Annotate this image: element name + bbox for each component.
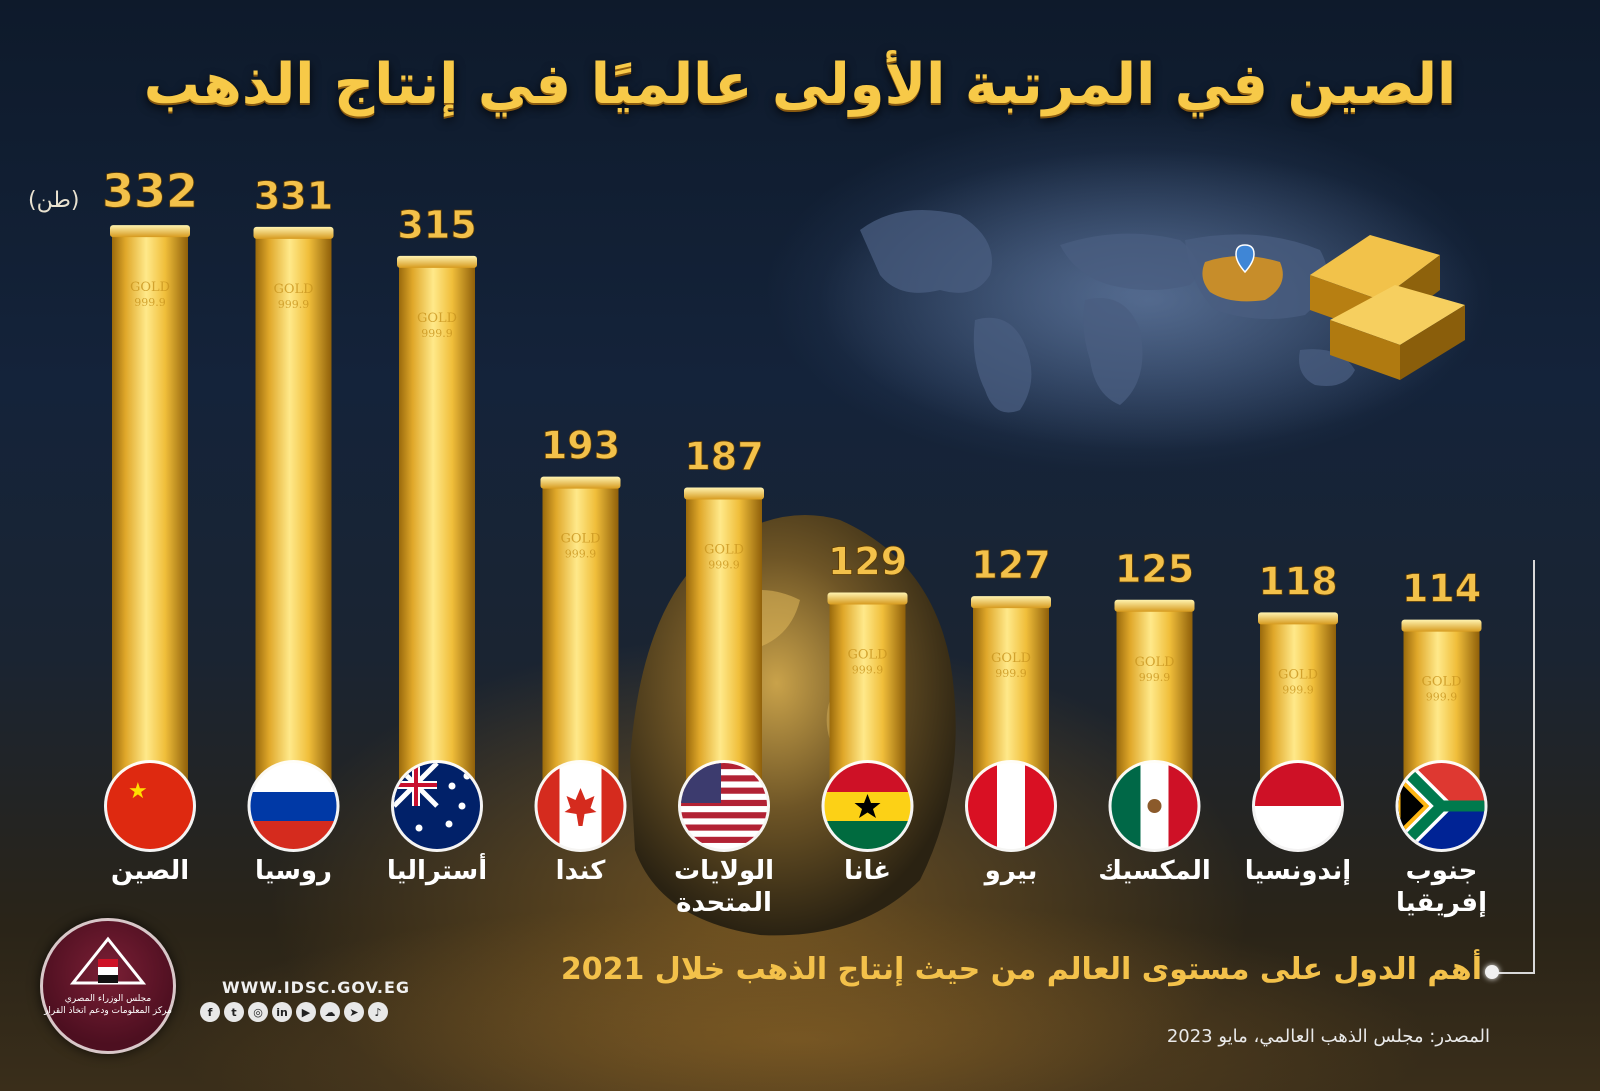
bar-stamp-text: 999.9 [278,298,310,311]
bar-stamp-text: 999.9 [421,327,453,340]
category-label: روسيا [255,856,332,886]
page-title: الصين في المرتبة الأولى عالميًا في إنتاج… [143,52,1457,117]
category-label: إندونسيا [1245,856,1351,886]
gold-bar [686,491,762,830]
tiktok-icon[interactable]: ♪ [368,1002,388,1022]
chart-subtitle: أهم الدول على مستوى العالم من حيث إنتاج … [560,952,1482,987]
pyramid-icon [69,936,147,985]
bar-stamp-text: GOLD [847,648,887,663]
unit-label: (طن) [28,188,80,213]
value-label: 331 [254,174,333,218]
value-label: 114 [1402,567,1481,611]
value-label: 193 [541,424,620,468]
bar-stamp-text: GOLD [560,532,600,547]
russia-flag-icon [247,760,340,852]
gold-bar-cap [684,487,764,500]
gold-bar [542,480,619,830]
bar-stamp-text: GOLD [1421,675,1461,690]
facebook-icon[interactable]: f [200,1002,220,1022]
gold-bar [399,259,475,831]
category-label: جنوب [1406,856,1478,886]
world-map-icon [820,150,1480,450]
bar-stamp-text: GOLD [991,651,1031,666]
svg-text:★: ★ [128,779,148,804]
instagram-icon[interactable]: ◎ [248,1002,268,1022]
bars-layer: GOLD999.9332★الصينGOLD999.9331روسياGOLD9… [102,164,1488,918]
gold-bar-cap [1401,619,1482,632]
social-icons: f t ◎ in ▶ ☁ ➤ ♪ [200,1002,388,1022]
bar-stamp-text: 999.9 [134,296,166,309]
soundcloud-icon[interactable]: ☁ [320,1002,340,1022]
gold-bar-cap [540,476,621,489]
bar-stamp-text: 999.9 [1139,671,1171,684]
value-label: 118 [1258,559,1337,603]
peru-flag-icon [965,760,1057,852]
value-label: 187 [684,435,763,479]
indonesia-flag-icon [1252,760,1344,852]
gold-bar-cap [110,225,190,238]
bar-stamp-text: 999.9 [995,667,1027,680]
bar-stamp-text: 999.9 [1426,691,1458,704]
gold-bar-cap [827,592,908,605]
bullet-icon [1485,965,1499,979]
gold-bar-cap [253,226,334,239]
gold-bar-cap [971,596,1051,609]
bar-stamp-text: GOLD [1134,655,1174,670]
mexico-flag-icon [1108,760,1201,852]
gold-ingots-icon [1310,235,1465,380]
bar-stamp-text: GOLD [1278,667,1318,682]
logo-text-line1: مجلس الوزراء المصري [64,994,152,1004]
youtube-icon[interactable]: ▶ [296,1002,316,1022]
gold-bar [112,229,188,830]
value-label: 127 [971,543,1050,587]
bar-stamp-text: 999.9 [708,559,740,572]
category-label: المكسيك [1098,856,1211,886]
value-label: 332 [102,164,198,218]
category-label: المتحدة [676,888,772,918]
china-flag-icon: ★ [104,760,196,852]
bar-stamp-text: GOLD [130,280,170,295]
ghana-flag-icon [821,760,914,852]
category-label: أستراليا [387,853,487,886]
logo-text-line2: مركز المعلومات ودعم اتخاذ القرار [44,1006,172,1016]
telegram-icon[interactable]: ➤ [344,1002,364,1022]
linkedin-icon[interactable]: in [272,1002,292,1022]
bar-stamp-text: 999.9 [565,548,597,561]
value-label: 125 [1115,547,1194,591]
gold-bar-cap [397,255,477,268]
bar-stamp-text: 999.9 [1282,683,1314,696]
bar-stamp-text: GOLD [704,543,744,558]
bar-stamp-text: GOLD [417,311,457,326]
bar-stamp-text: GOLD [273,282,313,297]
category-label: بيرو [983,856,1038,886]
category-label: غانا [844,856,891,886]
value-label: 315 [397,203,476,247]
gold-bar-cap [1114,599,1195,612]
category-label: الولايات [674,856,774,886]
gold-bar [255,230,332,830]
south-africa-flag-icon [1395,760,1488,852]
logo-text: مجلس الوزراء المصري مركز المعلومات ودعم … [43,993,173,1017]
website-link[interactable]: WWW.IDSC.GOV.EG [222,978,411,997]
category-label: إفريقيا [1396,888,1487,918]
canada-flag-icon [534,760,627,852]
category-label: كندا [556,856,607,886]
legend-bracket [1491,560,1535,974]
twitter-icon[interactable]: t [224,1002,244,1022]
australia-flag-icon [391,760,483,852]
value-label: 129 [828,540,907,584]
gold-bar-cap [1258,612,1338,625]
usa-flag-icon [678,760,770,852]
category-label: الصين [111,856,189,886]
source-note: المصدر: مجلس الذهب العالمي، مايو 2023 [1166,1026,1490,1047]
bar-stamp-text: 999.9 [852,664,884,677]
idsc-logo: مجلس الوزراء المصري مركز المعلومات ودعم … [40,918,176,1054]
